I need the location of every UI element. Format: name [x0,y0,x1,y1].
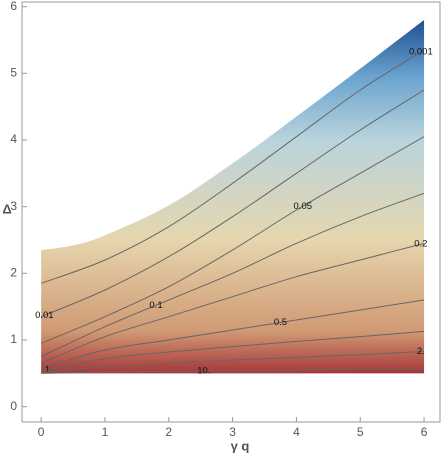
contour-line [41,330,425,372]
x-tick-label: 6 [421,425,428,439]
contour-label: 0.05 [294,201,313,212]
contour-line [40,192,425,358]
plot-area: 0.001 0.01 0.05 0.1 0.2 0.5 1. 2. 10. [35,20,433,376]
region-fill [41,20,425,374]
contour-label: 2. [417,346,425,357]
contour-line [41,350,425,374]
contour-label: 0.5 [274,317,287,328]
y-tick-label: 1 [10,332,17,346]
contour-label: 0.1 [149,300,162,311]
y-tick-label: 2 [10,266,17,280]
y-tick-label: 4 [10,132,17,146]
x-tick-label: 5 [357,425,364,439]
contour-line [40,89,425,318]
x-axis-label: γ q [231,438,250,453]
y-tick-label: 3 [10,199,17,213]
contour-label: 10. [197,365,210,376]
y-tick-label: 0 [10,399,17,413]
contour-line [40,136,425,344]
contour-label: 0.01 [35,310,54,321]
y-tick-label: 5 [10,66,17,80]
y-axis-label: Δ [2,201,11,216]
x-tick-label: 4 [293,425,300,439]
contour-label: 0.001 [409,47,433,58]
x-tick-label: 2 [165,425,172,439]
contour-label: 0.2 [414,239,427,250]
x-tick-label: 3 [229,425,236,439]
x-tick-label: 1 [102,425,109,439]
contour-line [40,49,425,284]
contour-line [41,368,425,374]
contour-line [40,242,425,364]
y-tick-label: 6 [10,0,17,13]
axes: 0 1 2 3 4 5 6 0 1 2 3 4 5 6 [10,0,427,439]
contour-label: 1. [45,364,53,375]
x-tick-label: 0 [38,425,45,439]
contour-line [41,299,425,369]
